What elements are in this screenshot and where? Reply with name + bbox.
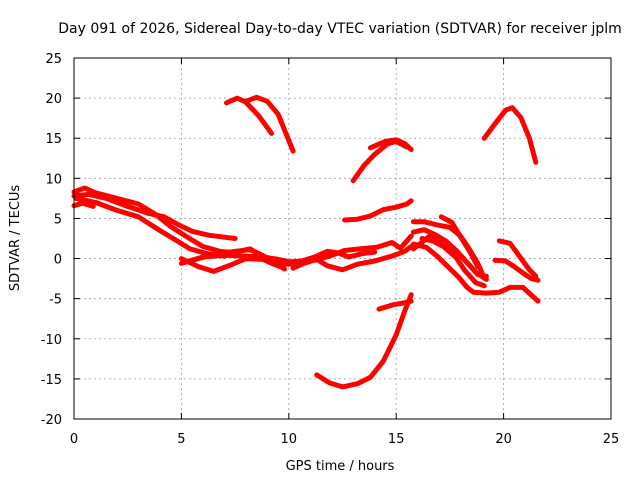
series-line-sat-s bbox=[410, 241, 541, 304]
x-tick-label: 15 bbox=[388, 432, 405, 447]
x-tick-label: 5 bbox=[177, 432, 185, 447]
plot-frame bbox=[73, 57, 612, 420]
series-line-sat-b bbox=[71, 191, 238, 241]
y-axis-label: SDTVAR / TECUs bbox=[8, 185, 23, 292]
series-line-sat-c bbox=[71, 200, 96, 209]
series-line-sat-k bbox=[243, 94, 296, 154]
series-line-sat-h bbox=[189, 247, 307, 267]
x-tick-label: 20 bbox=[495, 432, 512, 447]
x-tick-label: 10 bbox=[281, 432, 298, 447]
x-tick-label: 25 bbox=[603, 432, 620, 447]
chart-title: Day 091 of 2026, Sidereal Day-to-day VTE… bbox=[58, 21, 622, 37]
axis-ticks bbox=[73, 57, 612, 420]
y-tick-label: 0 bbox=[54, 253, 62, 268]
y-tick-label: 20 bbox=[45, 92, 62, 107]
y-tick-label: -20 bbox=[41, 413, 62, 428]
y-tick-label: -10 bbox=[41, 333, 62, 348]
series-line-sat-x bbox=[496, 238, 539, 279]
series-line-sat-u bbox=[438, 214, 481, 270]
series-line-sat-j bbox=[224, 95, 275, 136]
y-tick-label: 25 bbox=[45, 52, 62, 67]
grid-lines bbox=[74, 58, 611, 419]
y-tick-label: 10 bbox=[45, 172, 62, 187]
series-line-sat-i bbox=[290, 244, 414, 273]
y-axis-tick-labels: -20 -15 -10 -5 0 5 10 15 20 25 bbox=[41, 52, 62, 428]
series-line-sat-o bbox=[314, 292, 414, 390]
x-axis-label: GPS time / hours bbox=[286, 459, 395, 474]
series-line-sat-m bbox=[367, 137, 414, 152]
series-line-sat-t bbox=[410, 232, 489, 279]
series-line-sat-p bbox=[376, 298, 414, 312]
series-line-sat-d bbox=[73, 195, 227, 259]
y-tick-label: -15 bbox=[41, 373, 62, 388]
x-tick-label: 0 bbox=[70, 432, 78, 447]
series-line-sat-y bbox=[492, 257, 541, 283]
series-line-sat-n bbox=[342, 198, 414, 223]
series-line-sat-w bbox=[481, 105, 539, 165]
series-line-sat-l bbox=[350, 138, 410, 184]
y-tick-label: 15 bbox=[45, 132, 62, 147]
series-line-sat-v bbox=[419, 236, 487, 289]
y-tick-label: 5 bbox=[54, 212, 62, 227]
y-tick-label: -5 bbox=[49, 293, 62, 308]
plot-series bbox=[71, 94, 541, 390]
x-axis-tick-labels: 0 5 10 15 20 25 bbox=[70, 432, 619, 447]
